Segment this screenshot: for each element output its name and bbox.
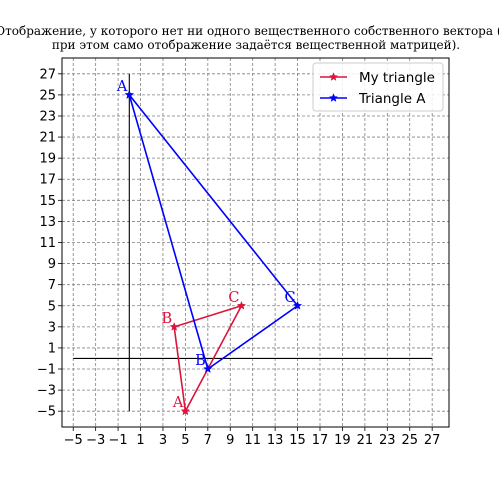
y-tick-label: −1	[37, 363, 56, 378]
x-tick-label: 27	[424, 433, 441, 448]
x-tick-label: 17	[312, 433, 329, 448]
vertex-label-c: C	[284, 290, 295, 306]
y-tick-label: 7	[48, 278, 56, 293]
x-tick-label: −5	[64, 433, 83, 448]
x-tick-label: 1	[136, 433, 144, 448]
x-tick-label: 19	[334, 433, 351, 448]
chart-title-line-2: при этом само отображение задаётся вещес…	[52, 38, 460, 52]
plot-frame	[61, 57, 450, 428]
legend-label-1: My triangle	[359, 70, 435, 86]
data-point-marker	[169, 321, 179, 331]
x-tick-label: 15	[289, 433, 306, 448]
axes-lines	[73, 73, 433, 412]
legend-marker-swatch	[328, 72, 339, 81]
chart-title-line-1: Отображение, у которого нет ни одного ве…	[0, 24, 499, 38]
x-tick-label: 7	[204, 433, 212, 448]
x-tick-label: 13	[267, 433, 284, 448]
data-point-marker	[236, 300, 247, 310]
ticks: −5 −3 −1 1 3 5 7 9 11 13 15 17 19 21 23 25 27−5−3−113579…	[37, 67, 441, 448]
vertex-label-a: A	[172, 395, 184, 411]
x-tick-label: 21	[357, 433, 374, 448]
series-1: A B C	[162, 290, 247, 416]
y-tick-label: −5	[37, 405, 56, 420]
y-tick-label: 5	[48, 299, 56, 314]
y-tick-label: 11	[39, 236, 56, 251]
x-tick-label: 9	[226, 433, 234, 448]
vertex-label-b: B	[162, 311, 173, 327]
legend-label-2: Triangle A	[358, 91, 426, 107]
y-tick-label: 27	[39, 67, 56, 82]
y-tick-label: −3	[37, 384, 56, 399]
y-tick-label: 3	[48, 320, 56, 335]
x-tick-label: 23	[379, 433, 396, 448]
vertex-label-b: B	[195, 353, 206, 369]
y-tick-label: 13	[39, 215, 56, 230]
legend-marker-swatch	[328, 93, 339, 102]
y-tick-label: 1	[48, 341, 56, 356]
x-tick-label: 5	[181, 433, 189, 448]
grid	[62, 58, 449, 427]
y-tick-label: 19	[39, 152, 56, 167]
series-2: A B C	[116, 79, 303, 373]
vertex-label-a: A	[116, 79, 128, 95]
legend: My triangle Triangle A	[312, 62, 444, 112]
legend-box	[312, 62, 444, 112]
data-point-marker	[203, 364, 213, 373]
y-tick-label: 23	[39, 109, 56, 124]
data-point-marker	[292, 300, 303, 310]
y-tick-label: 17	[39, 173, 56, 188]
y-tick-label: 9	[48, 257, 56, 272]
series-line	[173, 304, 243, 412]
x-tick-label: 11	[244, 433, 261, 448]
vertex-label-c: C	[228, 290, 239, 306]
plot-area-border	[61, 57, 450, 428]
x-tick-label: −3	[86, 433, 105, 448]
x-tick-label: −1	[109, 433, 128, 448]
y-tick-label: 25	[39, 88, 56, 103]
series-line	[128, 94, 299, 370]
x-tick-label: 3	[159, 433, 167, 448]
x-tick-label: 25	[401, 433, 418, 448]
data-point-marker	[124, 90, 134, 99]
data-point-marker	[180, 406, 191, 416]
y-tick-label: 21	[39, 131, 56, 146]
y-tick-label: 15	[39, 194, 56, 209]
series-layer: A B C A B C	[116, 79, 303, 416]
